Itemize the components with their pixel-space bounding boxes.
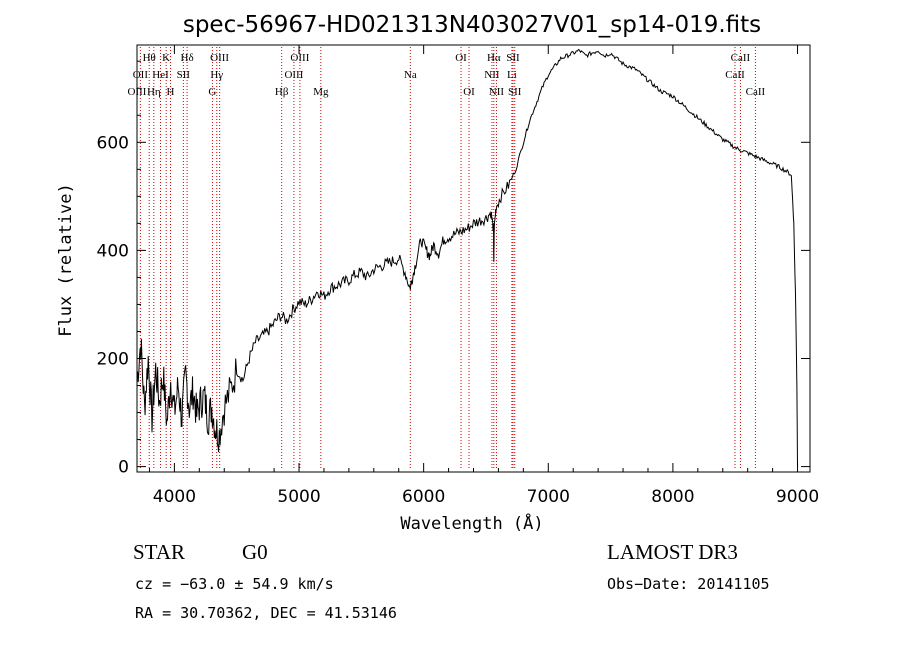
line-label-hα: Hα [487, 52, 501, 64]
coordinates: RA = 30.70362, DEC = 41.53146 [135, 604, 397, 622]
spectral-line-markers [136, 47, 756, 470]
x-tick-label: 8000 [651, 487, 694, 507]
survey-name: LAMOST DR3 [607, 540, 738, 564]
line-label-oii: OII [133, 69, 149, 81]
observation-date: Obs−Date: 20141105 [607, 575, 770, 593]
x-tick-label: 6000 [402, 487, 445, 507]
line-label-k: K [162, 52, 170, 64]
x-tick-label: 9000 [776, 487, 819, 507]
spectrum-series-line [136, 48, 798, 467]
line-label-oiii: OIII [290, 52, 309, 64]
line-label-oiii: OIII [284, 69, 303, 81]
line-label-sii: SII [177, 69, 191, 81]
plot-frame [136, 44, 811, 473]
x-tick-label: 5000 [277, 487, 320, 507]
line-label-oiii: OIII [210, 52, 229, 64]
line-label-hδ: Hδ [181, 52, 194, 64]
x-axis-ticks: 4000 5000 6000 7000 8000 9000 [148, 45, 819, 507]
x-axis-label: Wavelength (Å) [400, 512, 543, 534]
line-label-hθ: Hθ [143, 52, 156, 64]
y-tick-label: 0 [118, 458, 129, 478]
line-label-sii: SII [506, 52, 520, 64]
x-tick-label: 4000 [153, 487, 196, 507]
line-label-na: Na [404, 69, 417, 81]
line-label-caii: CaII [746, 86, 766, 98]
line-label-caii: CaII [725, 69, 745, 81]
line-label-h: H [167, 86, 175, 98]
line-label-mg: Mg [313, 86, 329, 98]
line-label-oi: OI [463, 86, 475, 98]
y-axis-ticks: 0 200 400 600 [97, 60, 810, 478]
object-class: STAR [133, 540, 185, 564]
line-label-sii: SII [508, 86, 522, 98]
y-tick-label: 400 [97, 241, 129, 261]
line-label-nii: NII [484, 69, 500, 81]
redshift-velocity: cz = −63.0 ± 54.9 km/s [135, 575, 334, 593]
y-tick-label: 200 [97, 349, 129, 369]
line-label-hβ: Hβ [275, 86, 289, 98]
line-label-li: Li [507, 69, 517, 81]
line-label-g: G [208, 86, 216, 98]
chart-title: spec-56967-HD021313N403027V01_sp14-019.f… [183, 12, 761, 38]
line-label-oi: OI [455, 52, 467, 64]
y-tick-label: 600 [97, 133, 129, 153]
line-label-hei: HeI [152, 69, 169, 81]
line-label-caii: CaII [731, 52, 751, 64]
y-axis-label: Flux (relative) [56, 183, 76, 337]
line-label-nii: NII [489, 86, 505, 98]
line-label-hγ: Hγ [210, 69, 223, 81]
object-subclass: G0 [242, 540, 268, 564]
line-label-hη: Hη [147, 86, 161, 98]
x-tick-label: 7000 [527, 487, 570, 507]
